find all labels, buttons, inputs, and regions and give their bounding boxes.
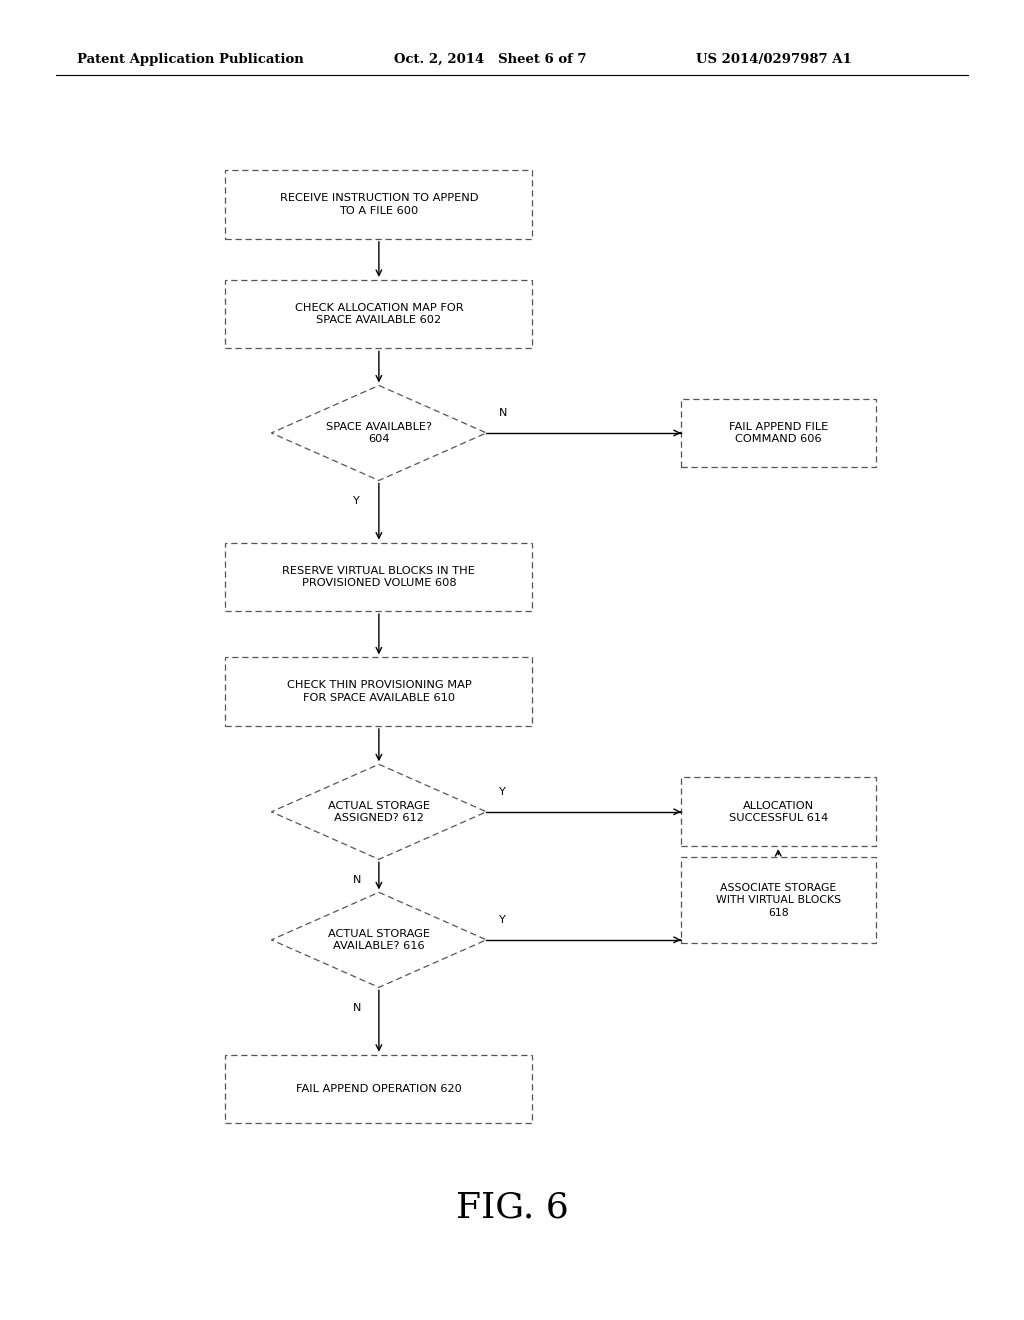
Bar [681, 777, 876, 846]
Bar [225, 657, 532, 726]
Text: Y: Y [499, 915, 506, 925]
Text: Y: Y [353, 496, 360, 507]
Text: N: N [499, 408, 507, 418]
Polygon shape [271, 385, 486, 480]
Text: ACTUAL STORAGE
ASSIGNED? 612: ACTUAL STORAGE ASSIGNED? 612 [328, 801, 430, 822]
Bar [681, 858, 876, 942]
Text: SPACE AVAILABLE?
604: SPACE AVAILABLE? 604 [326, 422, 432, 444]
Bar [225, 170, 532, 239]
Text: CHECK ALLOCATION MAP FOR
SPACE AVAILABLE 602: CHECK ALLOCATION MAP FOR SPACE AVAILABLE… [295, 304, 463, 325]
Bar [225, 543, 532, 611]
Text: N: N [353, 875, 361, 886]
Bar [225, 1055, 532, 1123]
Text: FAIL APPEND OPERATION 620: FAIL APPEND OPERATION 620 [296, 1084, 462, 1094]
Text: CHECK THIN PROVISIONING MAP
FOR SPACE AVAILABLE 610: CHECK THIN PROVISIONING MAP FOR SPACE AV… [287, 681, 471, 702]
Text: Patent Application Publication: Patent Application Publication [77, 53, 303, 66]
Text: ALLOCATION
SUCCESSFUL 614: ALLOCATION SUCCESSFUL 614 [729, 801, 827, 822]
Bar [225, 280, 532, 348]
Text: FIG. 6: FIG. 6 [456, 1191, 568, 1225]
Text: RECEIVE INSTRUCTION TO APPEND
TO A FILE 600: RECEIVE INSTRUCTION TO APPEND TO A FILE … [280, 194, 478, 215]
Bar [681, 399, 876, 467]
Text: Y: Y [499, 787, 506, 797]
Polygon shape [271, 892, 486, 987]
Text: ASSOCIATE STORAGE
WITH VIRTUAL BLOCKS
618: ASSOCIATE STORAGE WITH VIRTUAL BLOCKS 61… [716, 883, 841, 917]
Text: ACTUAL STORAGE
AVAILABLE? 616: ACTUAL STORAGE AVAILABLE? 616 [328, 929, 430, 950]
Text: US 2014/0297987 A1: US 2014/0297987 A1 [696, 53, 852, 66]
Text: N: N [353, 1003, 361, 1014]
Polygon shape [271, 764, 486, 859]
Text: Oct. 2, 2014   Sheet 6 of 7: Oct. 2, 2014 Sheet 6 of 7 [394, 53, 587, 66]
Text: FAIL APPEND FILE
COMMAND 606: FAIL APPEND FILE COMMAND 606 [729, 422, 827, 444]
Text: RESERVE VIRTUAL BLOCKS IN THE
PROVISIONED VOLUME 608: RESERVE VIRTUAL BLOCKS IN THE PROVISIONE… [283, 566, 475, 587]
